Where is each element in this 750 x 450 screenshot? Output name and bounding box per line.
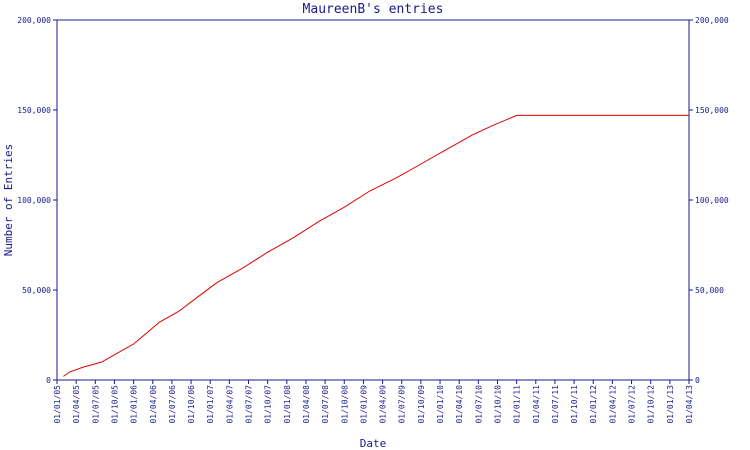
x-tick-label: 01/01/10: [436, 385, 445, 424]
x-tick-label: 01/01/12: [589, 385, 598, 424]
y-tick-label-right: 50,000: [695, 286, 724, 295]
x-tick-label: 01/07/07: [245, 385, 254, 424]
x-tick-label: 01/04/13: [685, 385, 694, 424]
y-axis-left: 0 50,000 100,000 150,000 200,000: [17, 16, 57, 385]
x-tick-label: 01/07/08: [321, 385, 330, 424]
x-tick-label: 01/07/09: [398, 385, 407, 424]
x-tick-label: 01/04/05: [72, 385, 81, 424]
chart-title: MaureenB's entries: [303, 2, 444, 17]
y-tick-label-right: 0: [695, 376, 700, 385]
x-tick-label: 01/10/09: [417, 385, 426, 424]
x-tick-label: 01/01/05: [53, 385, 62, 424]
y-tick-label-left: 100,000: [17, 196, 51, 205]
x-tick-label: 01/01/09: [359, 385, 368, 424]
x-tick-label: 01/10/12: [647, 385, 656, 424]
y-tick-label-left: 50,000: [22, 286, 51, 295]
x-tick-label: 01/04/07: [225, 385, 234, 424]
x-tick-label: 01/01/11: [513, 385, 522, 424]
x-tick-label: 01/04/09: [379, 385, 388, 424]
y-tick-label-left: 0: [46, 376, 51, 385]
x-tick-label: 01/10/05: [110, 385, 119, 424]
x-tick-label: 01/07/06: [168, 385, 177, 424]
x-tick-label: 01/07/05: [91, 385, 100, 424]
y-tick-label-right: 100,000: [695, 196, 729, 205]
x-tick-label: 01/04/06: [149, 385, 158, 424]
x-tick-label: 01/01/13: [666, 385, 675, 424]
y-axis-label: Number of Entries: [2, 144, 15, 257]
x-tick-label: 01/10/08: [340, 385, 349, 424]
x-tick-label: 01/01/08: [283, 385, 292, 424]
x-tick-label: 01/04/10: [455, 385, 464, 424]
x-tick-label: 01/10/11: [570, 385, 579, 424]
x-axis: 01/01/05 01/04/05 01/07/05 01/10/05 01/01/06…: [53, 380, 694, 424]
x-tick-label: 01/01/06: [130, 385, 139, 424]
x-tick-label: 01/10/06: [187, 385, 196, 424]
x-tick-label: 01/10/07: [264, 385, 273, 424]
y-tick-label-left: 200,000: [17, 16, 51, 25]
y-tick-label-right: 150,000: [695, 106, 729, 115]
x-tick-label: 01/07/11: [551, 385, 560, 424]
series-layer: [63, 114, 689, 377]
y-tick-label-left: 150,000: [17, 106, 51, 115]
x-tick-label: 01/07/10: [474, 385, 483, 424]
plot-border: [56, 19, 690, 381]
y-tick-label-right: 200,000: [695, 16, 729, 25]
y-axis-right: 0 50,000 100,000 150,000 200,000: [689, 16, 729, 385]
x-tick-label: 01/07/12: [628, 385, 637, 424]
x-tick-label: 01/04/11: [532, 385, 541, 424]
x-tick-label: 01/10/10: [493, 385, 502, 424]
x-tick-label: 01/04/08: [302, 385, 311, 424]
x-axis-label: Date: [360, 437, 387, 450]
x-tick-label: 01/04/12: [608, 385, 617, 424]
x-tick-label: 01/01/07: [206, 385, 215, 424]
plot-frame: [56, 19, 690, 381]
series-line-0: [63, 114, 689, 377]
